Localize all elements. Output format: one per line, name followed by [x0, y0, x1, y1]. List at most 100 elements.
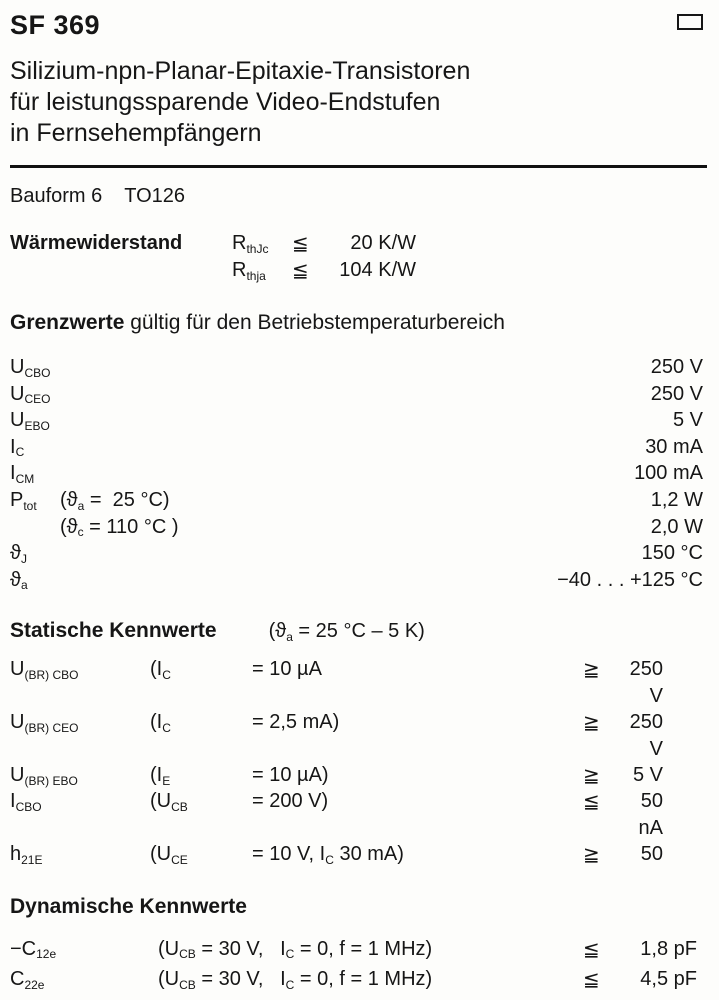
test-condition: (ϑa = 25 °C) [60, 488, 170, 513]
test-condition: = 10 µA) [252, 763, 329, 786]
relation-symbol: ≧ [583, 842, 600, 867]
parameter-value: 250 V [629, 658, 663, 707]
limits-heading-rest: gültig für den Betriebstemperaturbereich [124, 311, 505, 334]
parameter-value: 20 K/W [350, 232, 416, 254]
parameter-value: 4,5 pF [640, 968, 697, 991]
package-name: TO126 [124, 185, 186, 207]
parameter-symbol: IC [10, 435, 25, 460]
test-condition: = 10 µA [252, 658, 322, 681]
parameter-value [617, 995, 703, 1000]
dynamic-table: −C12e (UCB = 30 V, IC = 0, f = 1 MHz) ≦ 1,8… [10, 934, 703, 1000]
package-row: Bauform 6 TO126 [10, 183, 703, 209]
parameter-symbol: Ptot [10, 488, 37, 513]
parameter-symbol: UCEO [10, 382, 51, 407]
parameter-value: 50 [640, 843, 663, 866]
test-condition: (UCB [150, 790, 188, 814]
parameter-symbol: RthJc [232, 232, 269, 256]
device-description: Silizium-npn-Planar-Epitaxie-Transistore… [10, 56, 703, 149]
table-row: |h21 b|(UCB = 20 V, −IE = 10 mA, f = 10,… [10, 995, 703, 1000]
table-row: Rthja ≦ 104 K/W [232, 257, 416, 284]
static-heading-condition: (ϑa = 25 °C – 5 K) [268, 620, 425, 644]
parameter-symbol: ICM [10, 462, 35, 486]
parameter-symbol: |h21 b| [10, 995, 158, 1000]
relation-symbol: ≧ [583, 710, 600, 735]
test-condition: (UCB = 30 V, IC = 0, f = 1 MHz) [158, 968, 433, 992]
parameter-value: 50 nA [638, 790, 663, 839]
limits-heading: Grenzwerte gültig für den Betriebstemper… [10, 311, 703, 335]
parameter-value: 2,0 W [650, 515, 703, 538]
thermal-resistance-section: Wärmewiderstand RthJc ≦ 20 K/W Rthja ≦ 104 K/… [10, 230, 703, 284]
table-row: U(BR) CBO (IC = 10 µA ≧ 250 V [10, 656, 703, 709]
title-row: SF 369 [10, 10, 703, 44]
relation-symbol: ≦ [292, 258, 309, 282]
parameter-value: 104 K/W [339, 259, 416, 281]
rectangle-outline-icon [677, 14, 703, 30]
static-table: U(BR) CBO (IC = 10 µA ≧ 250 V U(BR) CEO (IC = 2… [10, 656, 703, 867]
parameter-symbol: h21E [10, 843, 43, 867]
relation-symbol: ≦ [583, 936, 600, 961]
test-condition: (IC [150, 658, 171, 682]
thermal-resistance-label: Wärmewiderstand [10, 232, 183, 254]
limits-table: UCBO 250 V UCEO 250 V UEBO 5 V IC 30 mA ICM 100 m… [10, 354, 703, 593]
dynamic-heading: Dynamische Kennwerte [10, 894, 247, 918]
test-condition: (ϑc = 110 °C ) [60, 515, 179, 540]
test-condition: = 10 V, IC 30 mA) [252, 843, 404, 867]
table-row: ICBO (UCB = 200 V) ≦ 50 nA [10, 788, 703, 841]
bauform-label: Bauform 6 [10, 185, 103, 207]
test-condition: = 200 V) [252, 790, 329, 813]
parameter-symbol: U(BR) CBO [10, 658, 79, 682]
table-row: UCEO 250 V [10, 381, 703, 408]
table-row: IC 30 mA [10, 434, 703, 461]
table-row: U(BR) CEO (IC = 2,5 mA) ≧ 250 V [10, 709, 703, 762]
table-row: h21E (UCE = 10 V, IC 30 mA) ≧ 50 [10, 841, 703, 867]
test-condition: (IE [150, 763, 171, 788]
parameter-value: 250 V [629, 711, 663, 760]
parameter-symbol: Rthja [232, 259, 266, 283]
test-condition: (UCE [150, 843, 188, 867]
table-row: −C12e (UCB = 30 V, IC = 0, f = 1 MHz) ≦ 1,8… [10, 934, 703, 965]
table-row: UEBO 5 V [10, 407, 703, 434]
parameter-symbol: ICBO [10, 790, 42, 814]
relation-symbol: ≧ [583, 657, 600, 682]
part-number: SF 369 [10, 10, 101, 40]
parameter-symbol: C22e [10, 968, 45, 992]
parameter-symbol: U(BR) EBO [10, 763, 78, 788]
parameter-symbol: ϑa [10, 568, 28, 593]
parameter-symbol: ϑJ [10, 542, 27, 566]
relation-symbol: ≦ [292, 231, 309, 255]
parameter-value: 250 V [650, 356, 703, 378]
parameter-value: 5 V [672, 409, 703, 432]
parameter-value: 1,8 pF [640, 937, 697, 960]
parameter-symbol: −C12e [10, 937, 57, 962]
parameter-symbol: UCBO [10, 356, 51, 380]
parameter-value: 100 mA [634, 462, 703, 485]
relation-symbol: ≧ [583, 762, 600, 787]
table-row: Ptot (ϑa = 25 °C) 1,2 W [10, 487, 703, 514]
table-row: ϑa −40 . . . +125 °C [10, 567, 703, 594]
thermal-resistance-rows: RthJc ≦ 20 K/W Rthja ≦ 104 K/W [232, 230, 416, 284]
parameter-value: 250 V [650, 382, 703, 405]
test-condition: (UCB = 30 V, IC = 0, f = 1 MHz) [158, 937, 433, 962]
static-heading-label: Statische Kennwerte [10, 619, 217, 643]
parameter-value: 5 V [632, 763, 663, 786]
description-line: in Fernsehempfängern [10, 119, 262, 147]
table-row: RthJc ≦ 20 K/W [232, 230, 416, 257]
description-line: Silizium-npn-Planar-Epitaxie-Transistore… [10, 57, 471, 85]
parameter-symbol: UEBO [10, 409, 50, 433]
relation-symbol: ≦ [583, 789, 600, 814]
parameter-value: −40 . . . +125 °C [557, 568, 703, 591]
table-row: (ϑc = 110 °C ) 2,0 W [10, 514, 703, 541]
parameter-symbol: U(BR) CEO [10, 711, 79, 735]
table-row: ICM 100 mA [10, 460, 703, 487]
parameter-value: 1,2 W [650, 488, 703, 511]
parameter-symbol [10, 514, 60, 541]
relation-symbol [583, 995, 617, 1000]
test-condition: (UCB = 20 V, −IE = 10 mA, f = 10,7 MHz) [158, 995, 583, 1000]
table-row: ϑJ 150 °C [10, 540, 703, 567]
table-row: UCBO 250 V [10, 354, 703, 381]
parameter-value: 150 °C [641, 542, 703, 565]
table-row: U(BR) EBO (IE = 10 µA) ≧ 5 V [10, 762, 703, 788]
parameter-value: 30 mA [645, 435, 703, 458]
limits-heading-bold: Grenzwerte [10, 311, 125, 334]
